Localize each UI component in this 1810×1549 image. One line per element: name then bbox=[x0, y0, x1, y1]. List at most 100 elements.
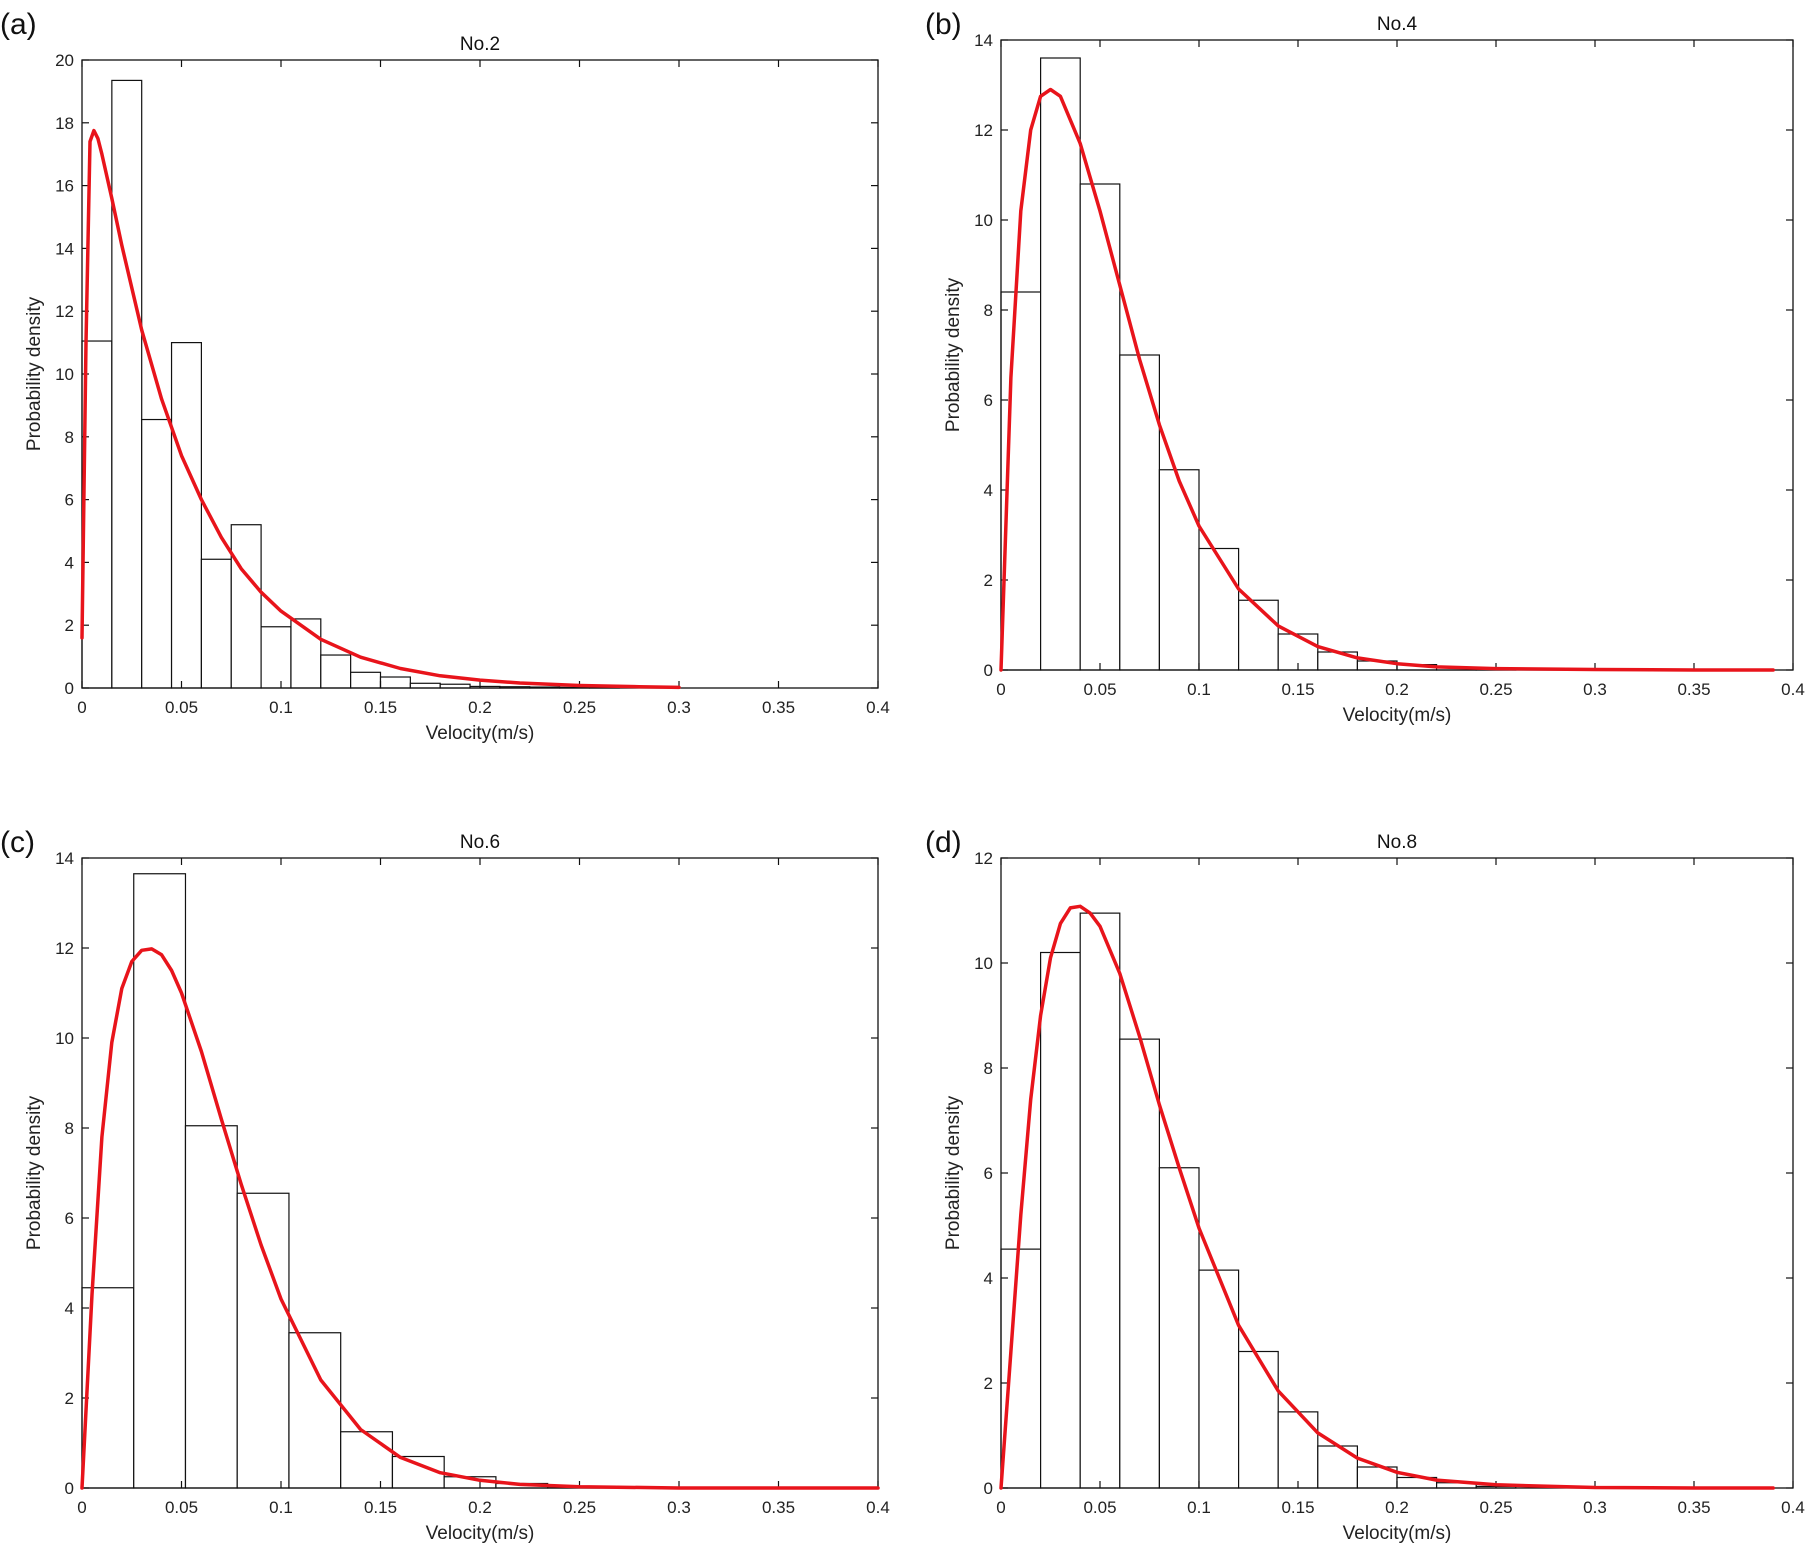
x-tick-label: 0.2 bbox=[468, 1498, 492, 1517]
y-tick-label: 10 bbox=[974, 954, 993, 973]
x-tick-label: 0.05 bbox=[1083, 680, 1116, 699]
x-tick-label: 0.35 bbox=[1677, 1498, 1710, 1517]
y-tick-label: 16 bbox=[55, 177, 74, 196]
y-tick-label: 6 bbox=[984, 391, 993, 410]
histogram-bar bbox=[288, 1332, 342, 1489]
x-tick-label: 0 bbox=[996, 680, 1005, 699]
histogram-bar bbox=[141, 418, 173, 689]
y-axis-label: Probability density bbox=[24, 296, 45, 451]
y-tick-label: 12 bbox=[974, 121, 993, 140]
histogram-bar bbox=[184, 1125, 238, 1489]
y-tick-label: 8 bbox=[65, 428, 74, 447]
histogram-bar bbox=[170, 342, 203, 689]
x-axis-label: Velocity(m/s) bbox=[426, 723, 535, 744]
histogram-bar bbox=[230, 524, 262, 689]
y-tick-label: 4 bbox=[65, 1299, 74, 1318]
x-tick-label: 0.15 bbox=[364, 698, 397, 717]
chart-panel-4: 0 0.05 0.1 0.15 0.2 0.25 0.3 0.35 0.4 0 2 4 6 8 10 12 No… bbox=[925, 826, 1805, 1544]
y-tick-label: 18 bbox=[55, 114, 74, 133]
x-tick-label: 0.05 bbox=[165, 1498, 198, 1517]
fit-curve bbox=[999, 904, 1775, 1490]
x-axis-label: Velocity(m/s) bbox=[1343, 705, 1452, 726]
y-tick-label: 0 bbox=[65, 679, 74, 698]
y-tick-label: 10 bbox=[55, 1029, 74, 1048]
histogram-bar bbox=[200, 558, 232, 689]
y-tick-label: 2 bbox=[984, 1374, 993, 1393]
x-tick-label: 0.25 bbox=[1479, 680, 1512, 699]
x-tick-label: 0 bbox=[77, 698, 86, 717]
histogram-bar bbox=[1119, 1038, 1161, 1489]
y-axis-label: Probability density bbox=[943, 277, 964, 432]
chart-panel-2: 0 0.05 0.1 0.15 0.2 0.25 0.3 0.35 0.4 0 2 4 6 8 10 12 14… bbox=[925, 8, 1805, 726]
x-axis-label: Velocity(m/s) bbox=[426, 1523, 535, 1544]
histogram-bar bbox=[1237, 599, 1279, 671]
chart-title: No.2 bbox=[460, 34, 500, 55]
histogram-bar bbox=[391, 1455, 445, 1489]
x-tick-label: 0.3 bbox=[1583, 680, 1607, 699]
histogram-bar bbox=[350, 671, 382, 689]
chart-title: No.8 bbox=[1377, 832, 1417, 853]
y-tick-label: 6 bbox=[65, 491, 74, 510]
y-tick-label: 4 bbox=[65, 553, 74, 572]
x-tick-label: 0.35 bbox=[762, 698, 795, 717]
y-tick-label: 2 bbox=[65, 1389, 74, 1408]
histogram-bar bbox=[1277, 1411, 1319, 1489]
y-tick-label: 10 bbox=[55, 365, 74, 384]
x-tick-label: 0.4 bbox=[1781, 680, 1805, 699]
histogram-bar bbox=[1198, 547, 1240, 671]
histogram-bar bbox=[1277, 633, 1319, 671]
y-tick-label: 6 bbox=[65, 1209, 74, 1228]
y-tick-label: 8 bbox=[984, 301, 993, 320]
x-tick-label: 0.4 bbox=[866, 698, 890, 717]
y-tick-label: 12 bbox=[55, 939, 74, 958]
y-tick-label: 0 bbox=[984, 661, 993, 680]
x-tick-label: 0.1 bbox=[269, 1498, 293, 1517]
y-axis-label: Probability density bbox=[943, 1095, 964, 1250]
y-tick-label: 2 bbox=[984, 571, 993, 590]
y-tick-label: 4 bbox=[984, 481, 993, 500]
y-tick-label: 0 bbox=[984, 1479, 993, 1498]
x-tick-label: 0.2 bbox=[468, 698, 492, 717]
x-tick-label: 0.2 bbox=[1385, 680, 1409, 699]
x-tick-label: 0.25 bbox=[1479, 1498, 1512, 1517]
histogram-bar bbox=[1000, 1248, 1042, 1489]
fit-curve bbox=[80, 128, 681, 690]
x-tick-label: 0.15 bbox=[1281, 1498, 1314, 1517]
histogram-bar bbox=[236, 1192, 290, 1489]
x-tick-label: 0.3 bbox=[667, 698, 691, 717]
fit-curve bbox=[999, 87, 1775, 672]
x-tick-label: 0.15 bbox=[1281, 680, 1314, 699]
panel-label: (c) bbox=[0, 826, 35, 859]
histogram-bar bbox=[1158, 469, 1200, 671]
y-tick-label: 6 bbox=[984, 1164, 993, 1183]
y-tick-label: 12 bbox=[974, 849, 993, 868]
histogram-bar bbox=[133, 873, 187, 1489]
x-tick-label: 0.25 bbox=[563, 1498, 596, 1517]
y-axis-label: Probability density bbox=[24, 1095, 45, 1250]
chart-title: No.4 bbox=[1377, 14, 1418, 35]
chart-panel-1: 0 0.05 0.1 0.15 0.2 0.25 0.3 0.35 0.4 0 2 4 6 8 10 12 14… bbox=[0, 8, 890, 744]
histogram-bar bbox=[320, 654, 352, 689]
x-tick-label: 0.4 bbox=[866, 1498, 890, 1517]
y-tick-label: 8 bbox=[65, 1119, 74, 1138]
histogram-bar bbox=[379, 676, 411, 689]
y-tick-label: 12 bbox=[55, 302, 74, 321]
x-tick-label: 0.1 bbox=[1187, 680, 1211, 699]
y-tick-label: 14 bbox=[974, 31, 993, 50]
fit-curve bbox=[80, 947, 880, 1490]
x-tick-label: 0.3 bbox=[667, 1498, 691, 1517]
x-tick-label: 0.05 bbox=[1083, 1498, 1116, 1517]
y-tick-label: 0 bbox=[65, 1479, 74, 1498]
x-tick-label: 0.05 bbox=[165, 698, 198, 717]
histogram-bar bbox=[1039, 57, 1081, 671]
panel-label: (d) bbox=[925, 826, 962, 859]
x-tick-label: 0 bbox=[996, 1498, 1005, 1517]
panel-label: (a) bbox=[0, 8, 37, 41]
x-tick-label: 0.2 bbox=[1385, 1498, 1409, 1517]
histogram-bar bbox=[409, 682, 441, 689]
x-tick-label: 0.35 bbox=[762, 1498, 795, 1517]
chart-panel-3: 0 0.05 0.1 0.15 0.2 0.25 0.3 0.35 0.4 0 2 4 6 8 10 12 14… bbox=[0, 826, 890, 1544]
x-tick-label: 0.35 bbox=[1677, 680, 1710, 699]
y-tick-label: 2 bbox=[65, 616, 74, 635]
histogram-bar bbox=[260, 626, 292, 689]
